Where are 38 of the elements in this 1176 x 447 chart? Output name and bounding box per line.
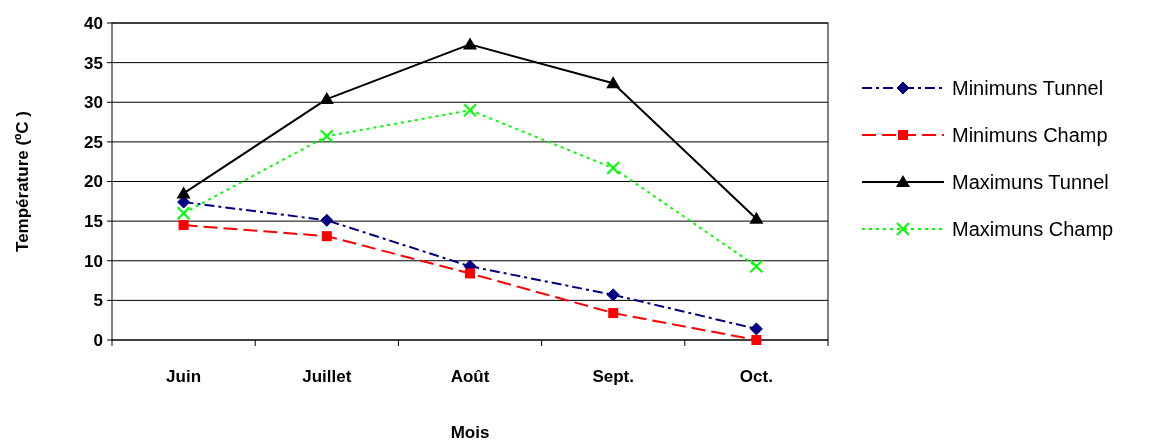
y-tick-label: 30 xyxy=(84,93,103,113)
x-tick-label: Oct. xyxy=(739,367,773,386)
y-tick-label: 25 xyxy=(84,132,103,152)
y-tick-label: 5 xyxy=(93,291,103,311)
point xyxy=(319,92,334,105)
legend-label: Minimuns Champ xyxy=(952,124,1108,146)
x-axis-title: Mois xyxy=(450,423,490,442)
point xyxy=(749,322,763,336)
point xyxy=(463,103,477,118)
point xyxy=(321,231,332,242)
legend-label: Maximuns Champ xyxy=(952,218,1114,240)
y-tick-label: 40 xyxy=(84,13,103,33)
point xyxy=(606,288,620,302)
x-tick-label: Juillet xyxy=(302,367,352,386)
x-tick-label: Sept. xyxy=(592,367,634,386)
y-tick-label: 35 xyxy=(84,53,103,73)
point xyxy=(749,211,764,224)
legend-label: Minimuns Tunnel xyxy=(952,77,1104,99)
y-tick-label: 20 xyxy=(84,172,103,192)
y-tick-label: 0 xyxy=(93,330,103,350)
point xyxy=(465,268,475,279)
point xyxy=(463,37,477,50)
point xyxy=(606,76,621,89)
point xyxy=(751,335,762,345)
point xyxy=(606,161,621,176)
point xyxy=(176,186,191,199)
point xyxy=(749,259,764,274)
y-tick-label: 15 xyxy=(84,212,103,232)
point xyxy=(319,129,334,144)
point xyxy=(320,213,334,227)
x-tick-label: Juin xyxy=(166,367,202,386)
x-tick-label: Août xyxy=(450,367,490,386)
y-tick-label: 10 xyxy=(84,251,103,271)
point xyxy=(608,308,619,319)
point xyxy=(176,206,191,221)
y-axis-title: Température (ºC ) xyxy=(13,111,32,252)
point xyxy=(178,220,189,231)
legend-label: Maximuns Tunnel xyxy=(952,171,1109,193)
